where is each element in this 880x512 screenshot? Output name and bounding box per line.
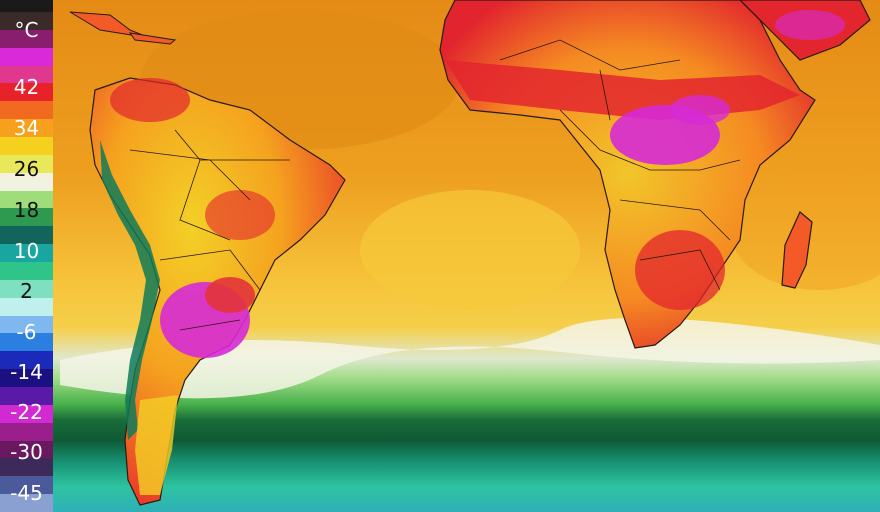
legend-label: 10 — [13, 239, 40, 263]
arabia-hot — [775, 10, 845, 40]
legend-label: -45 — [10, 481, 43, 505]
legend-color-swatch — [0, 458, 53, 478]
legend-color-swatch — [0, 369, 53, 388]
caribbean-islands — [128, 32, 177, 45]
legend-label: 18 — [13, 198, 40, 222]
legend-color-swatch — [0, 12, 53, 31]
legend-color-swatch — [0, 422, 53, 442]
legend-color-swatch — [0, 262, 53, 281]
legend-color-swatch — [0, 333, 53, 353]
legend-color-swatch — [0, 137, 53, 156]
legend-color-swatch — [0, 476, 53, 496]
legend-color-swatch — [0, 226, 53, 246]
legend-color-swatch — [0, 387, 53, 406]
legend-color-swatch — [0, 244, 53, 263]
legend-label: -22 — [10, 400, 43, 424]
legend-label: 34 — [13, 116, 40, 140]
legend-label: 26 — [13, 157, 40, 181]
legend-color-swatch — [0, 351, 53, 371]
legend-unit: °C — [14, 18, 39, 42]
temperature-legend: 42 34 26 18 10 2 -6 -14 -22 -30 -45 — [0, 0, 53, 512]
legend-color-swatch — [0, 101, 53, 121]
legend-label: -6 — [16, 320, 37, 344]
legend-color-swatch — [0, 172, 53, 192]
legend-color-swatch — [0, 154, 53, 174]
legend-color-swatch — [0, 404, 53, 424]
legend-color-swatch — [0, 47, 53, 67]
caribbean-islands — [69, 11, 151, 39]
legend-color-swatch — [0, 65, 53, 85]
cold-front — [60, 318, 880, 399]
legend-label: 2 — [20, 279, 33, 303]
madagascar — [781, 211, 813, 289]
legend-color-swatch — [0, 29, 53, 49]
ocean-cool-patch — [360, 190, 580, 310]
legend-label: -30 — [10, 440, 43, 464]
south-america — [89, 77, 346, 506]
africa — [439, 0, 816, 349]
legend-color-swatch — [0, 190, 53, 210]
legend-color-swatch — [0, 279, 53, 299]
legend-color-swatch — [0, 297, 53, 317]
legend-label: 42 — [13, 75, 40, 99]
legend-color-swatch — [0, 494, 53, 512]
legend-color-swatch — [0, 83, 53, 103]
legend-label: -14 — [10, 360, 43, 384]
legend-color-swatch — [0, 119, 53, 138]
legend-color-swatch — [0, 315, 53, 335]
legend-color-swatch — [0, 208, 53, 228]
legend-color-swatch — [0, 440, 53, 460]
